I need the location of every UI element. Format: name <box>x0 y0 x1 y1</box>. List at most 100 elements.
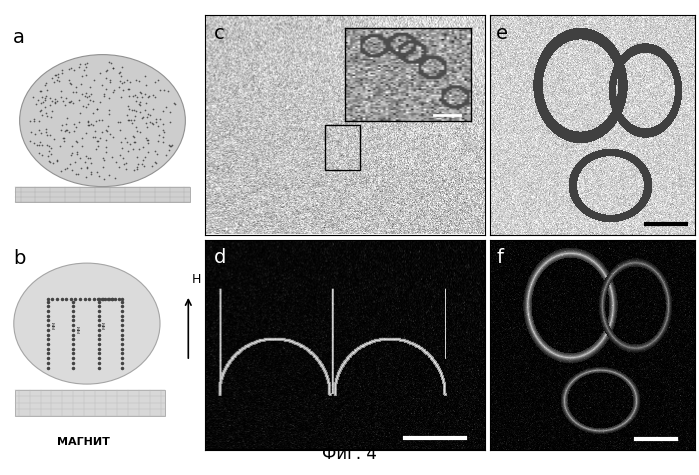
Point <box>74 154 85 162</box>
Point <box>164 142 175 150</box>
Point <box>69 127 80 135</box>
Point <box>45 95 56 102</box>
Point <box>72 171 83 178</box>
Point <box>50 72 61 79</box>
Point <box>66 150 78 157</box>
Point <box>92 105 103 113</box>
Point <box>123 105 134 113</box>
Point <box>58 134 69 142</box>
Point <box>157 107 168 115</box>
Point <box>150 115 161 123</box>
Point <box>69 66 80 74</box>
Point <box>44 132 55 139</box>
Point <box>143 110 154 118</box>
Point <box>124 140 135 147</box>
Point <box>101 127 113 134</box>
Point <box>115 138 127 146</box>
Point <box>40 92 51 100</box>
Point <box>75 164 87 171</box>
Point <box>96 81 108 89</box>
Point <box>57 134 69 142</box>
Point <box>57 66 68 74</box>
Bar <box>325 125 360 170</box>
Point <box>41 86 52 94</box>
Point <box>61 120 72 128</box>
Point <box>60 95 71 102</box>
Point <box>140 119 152 127</box>
Point <box>115 126 126 133</box>
Point <box>110 159 122 166</box>
Point <box>34 117 45 125</box>
Text: b: b <box>13 249 25 268</box>
Point <box>108 86 120 94</box>
Point <box>40 109 51 117</box>
Point <box>170 100 181 107</box>
Point <box>81 164 92 172</box>
Point <box>121 159 132 166</box>
Point <box>36 94 48 101</box>
Point <box>51 76 62 83</box>
Point <box>83 92 94 100</box>
Point <box>157 138 168 145</box>
Point <box>118 78 129 86</box>
Point <box>85 83 96 91</box>
Point <box>56 167 67 174</box>
Text: мм: мм <box>102 321 107 329</box>
Point <box>68 88 79 95</box>
Point <box>150 94 161 101</box>
Point <box>120 134 131 142</box>
Point <box>55 93 66 101</box>
Point <box>134 89 145 96</box>
Point <box>48 159 59 167</box>
Point <box>24 118 36 125</box>
Point <box>151 160 162 167</box>
Point <box>66 97 77 104</box>
Point <box>131 153 143 161</box>
Point <box>121 112 132 119</box>
Point <box>102 66 113 74</box>
Point <box>101 85 112 93</box>
Point <box>145 118 156 125</box>
Point <box>41 79 52 86</box>
Point <box>32 141 43 149</box>
Point <box>76 135 87 142</box>
Point <box>129 92 140 99</box>
Ellipse shape <box>14 263 160 384</box>
Point <box>76 73 87 80</box>
Point <box>62 164 73 171</box>
Point <box>25 129 36 136</box>
Point <box>161 151 172 159</box>
Point <box>129 166 140 173</box>
Point <box>78 66 89 74</box>
Point <box>41 131 52 139</box>
Point <box>79 158 90 166</box>
Point <box>140 134 152 142</box>
Point <box>152 137 164 144</box>
Point <box>34 127 45 134</box>
Point <box>69 120 80 127</box>
Point <box>53 77 64 85</box>
Point <box>149 78 160 86</box>
Point <box>56 69 67 77</box>
Point <box>93 172 104 180</box>
Point <box>50 71 62 79</box>
Point <box>114 151 125 159</box>
Point <box>127 145 138 153</box>
Point <box>96 128 108 136</box>
Text: a: a <box>13 28 24 47</box>
Polygon shape <box>15 390 165 416</box>
Point <box>134 100 145 108</box>
Point <box>89 127 101 135</box>
Point <box>100 148 111 156</box>
Point <box>126 116 137 124</box>
Point <box>131 165 143 173</box>
Point <box>154 87 166 95</box>
Point <box>152 150 163 158</box>
Point <box>45 144 57 152</box>
Point <box>43 147 55 154</box>
Point <box>92 137 103 144</box>
Text: мм: мм <box>51 321 56 329</box>
Point <box>142 136 153 143</box>
Point <box>39 95 50 102</box>
Point <box>146 162 157 170</box>
